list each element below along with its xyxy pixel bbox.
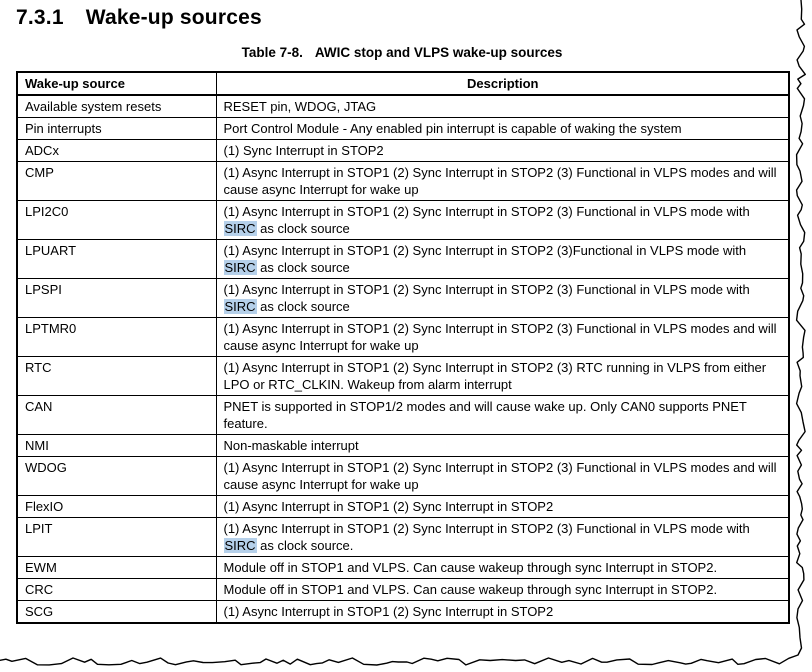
sirc-highlight: SIRC — [223, 260, 257, 275]
wakeup-source-cell: EWM — [16, 556, 217, 579]
wakeup-sources-table: Wake-up source Description Available sys… — [16, 71, 790, 624]
description-text: PNET is supported in STOP1/2 modes and w… — [223, 399, 747, 431]
description-text: as clock source — [256, 299, 350, 314]
description-cell: Module off in STOP1 and VLPS. Can cause … — [215, 556, 790, 579]
wakeup-source-cell: CRC — [16, 578, 217, 601]
wakeup-source-cell: ADCx — [16, 139, 217, 162]
description-text: RESET pin, WDOG, JTAG — [223, 99, 377, 114]
table-row: ADCx (1) Sync Interrupt in STOP2 — [16, 139, 790, 162]
sirc-highlight: SIRC — [223, 538, 257, 553]
description-text: (1) Sync Interrupt in STOP2 — [223, 143, 384, 158]
description-text: Port Control Module - Any enabled pin in… — [223, 121, 682, 136]
wakeup-source-cell: Pin interrupts — [16, 117, 217, 140]
wakeup-source-cell: CAN — [16, 395, 217, 435]
table-row: WDOG (1) Async Interrupt in STOP1 (2) Syn… — [16, 456, 790, 496]
description-text: (1) Async Interrupt in STOP1 (2) Sync In… — [223, 499, 554, 514]
description-cell: PNET is supported in STOP1/2 modes and w… — [215, 395, 790, 435]
description-text: (1) Async Interrupt in STOP1 (2) Sync In… — [223, 360, 767, 392]
table-header: Wake-up source Description — [16, 71, 790, 96]
table-row: LPI2C0 (1) Async Interrupt in STOP1 (2) S… — [16, 200, 790, 240]
description-text: (1) Async Interrupt in STOP1 (2) Sync In… — [223, 204, 750, 219]
description-text: (1) Async Interrupt in STOP1 (2) Sync In… — [223, 165, 777, 197]
description-text: (1) Async Interrupt in STOP1 (2) Sync In… — [223, 282, 750, 297]
wakeup-source-cell: NMI — [16, 434, 217, 457]
description-cell: (1) Async Interrupt in STOP1 (2) Sync In… — [215, 239, 790, 279]
description-cell: (1) Async Interrupt in STOP1 (2) Sync In… — [215, 161, 790, 201]
table-row: LPUART (1) Async Interrupt in STOP1 (2) S… — [16, 239, 790, 279]
table-row: SCG (1) Async Interrupt in STOP1 (2) Sync… — [16, 600, 790, 624]
section-number: 7.3.1 — [16, 6, 64, 29]
table-caption-label: Table 7-8. — [241, 45, 303, 60]
table-caption-title: AWIC stop and VLPS wake-up sources — [314, 45, 563, 60]
description-text: Module off in STOP1 and VLPS. Can cause … — [223, 582, 718, 597]
wakeup-source-cell: LPI2C0 — [16, 200, 217, 240]
section-heading: 7.3.1 Wake-up sources — [16, 6, 788, 30]
description-cell: (1) Sync Interrupt in STOP2 — [215, 139, 790, 162]
description-text: as clock source — [256, 221, 350, 236]
sirc-highlight: SIRC — [223, 299, 257, 314]
wakeup-source-cell: CMP — [16, 161, 217, 201]
wakeup-source-cell: FlexIO — [16, 495, 217, 518]
page-content: 7.3.1 Wake-up sources Table 7-8. AWIC stop… — [16, 6, 790, 624]
description-cell: (1) Async Interrupt in STOP1 (2) Sync In… — [215, 200, 790, 240]
wakeup-source-cell: SCG — [16, 600, 217, 624]
description-text: (1) Async Interrupt in STOP1 (2) Sync In… — [223, 243, 747, 258]
table-row: CMP (1) Async Interrupt in STOP1 (2) Sync… — [16, 161, 790, 201]
section-title: Wake-up sources — [85, 6, 262, 29]
description-cell: (1) Async Interrupt in STOP1 (2) Sync In… — [215, 278, 790, 318]
description-text: Module off in STOP1 and VLPS. Can cause … — [223, 560, 718, 575]
column-header-description: Description — [215, 71, 790, 96]
description-text: (1) Async Interrupt in STOP1 (2) Sync In… — [223, 460, 777, 492]
description-cell: (1) Async Interrupt in STOP1 (2) Sync In… — [215, 495, 790, 518]
table-row: CAN PNET is supported in STOP1/2 modes an… — [16, 395, 790, 435]
description-cell: Port Control Module - Any enabled pin in… — [215, 117, 790, 140]
table-row: FlexIO (1) Async Interrupt in STOP1 (2) S… — [16, 495, 790, 518]
wakeup-source-cell: Available system resets — [16, 94, 217, 118]
wakeup-source-cell: LPSPI — [16, 278, 217, 318]
description-text: (1) Async Interrupt in STOP1 (2) Sync In… — [223, 604, 554, 619]
table-row: Pin interrupts Port Control Module - Any … — [16, 117, 790, 140]
description-text: (1) Async Interrupt in STOP1 (2) Sync In… — [223, 321, 777, 353]
wakeup-source-cell: WDOG — [16, 456, 217, 496]
description-text: Non-maskable interrupt — [223, 438, 359, 453]
table-row: Available system resets RESET pin, WDOG, … — [16, 94, 790, 118]
description-text: (1) Async Interrupt in STOP1 (2) Sync In… — [223, 521, 750, 536]
description-text: as clock source. — [256, 538, 354, 553]
wakeup-source-cell: RTC — [16, 356, 217, 396]
wakeup-source-cell: LPIT — [16, 517, 217, 557]
description-cell: Module off in STOP1 and VLPS. Can cause … — [215, 578, 790, 601]
wakeup-source-cell: LPTMR0 — [16, 317, 217, 357]
table-row: NMI Non-maskable interrupt — [16, 434, 790, 457]
table-body: Available system resets RESET pin, WDOG, … — [16, 94, 790, 624]
wakeup-source-cell: LPUART — [16, 239, 217, 279]
description-cell: RESET pin, WDOG, JTAG — [215, 94, 790, 118]
table-header-row: Wake-up source Description — [16, 71, 790, 96]
description-cell: (1) Async Interrupt in STOP1 (2) Sync In… — [215, 517, 790, 557]
table-row: CRC Module off in STOP1 and VLPS. Can cau… — [16, 578, 790, 601]
sirc-highlight: SIRC — [223, 221, 257, 236]
table-row: RTC (1) Async Interrupt in STOP1 (2) Sync… — [16, 356, 790, 396]
table-row: LPSPI (1) Async Interrupt in STOP1 (2) Sy… — [16, 278, 790, 318]
table-row: EWM Module off in STOP1 and VLPS. Can cau… — [16, 556, 790, 579]
description-cell: (1) Async Interrupt in STOP1 (2) Sync In… — [215, 600, 790, 624]
description-cell: (1) Async Interrupt in STOP1 (2) Sync In… — [215, 356, 790, 396]
description-cell: (1) Async Interrupt in STOP1 (2) Sync In… — [215, 317, 790, 357]
table-caption: Table 7-8. AWIC stop and VLPS wake-up sou… — [16, 45, 788, 60]
table-row: LPTMR0 (1) Async Interrupt in STOP1 (2) S… — [16, 317, 790, 357]
description-cell: (1) Async Interrupt in STOP1 (2) Sync In… — [215, 456, 790, 496]
description-cell: Non-maskable interrupt — [215, 434, 790, 457]
column-header-wakeup-source: Wake-up source — [16, 71, 217, 96]
description-text: as clock source — [256, 260, 350, 275]
table-row: LPIT (1) Async Interrupt in STOP1 (2) Syn… — [16, 517, 790, 557]
